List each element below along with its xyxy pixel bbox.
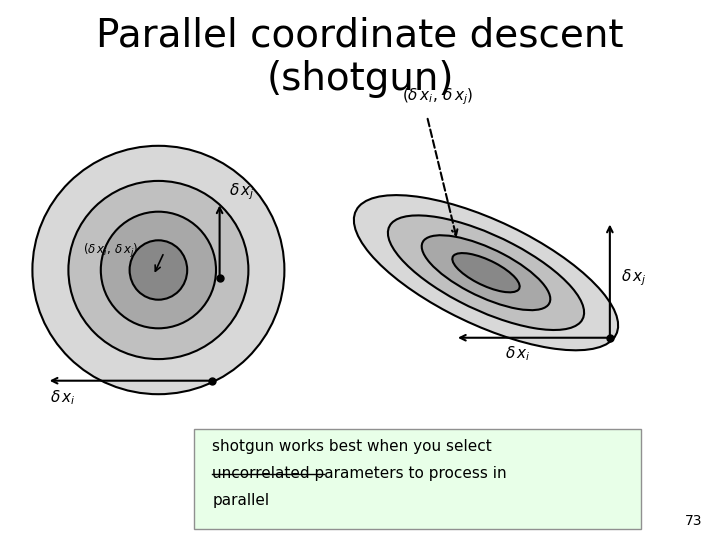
Ellipse shape [422,235,550,310]
Ellipse shape [101,212,216,328]
Ellipse shape [68,181,248,359]
Ellipse shape [32,146,284,394]
FancyBboxPatch shape [194,429,641,529]
Ellipse shape [354,195,618,350]
Ellipse shape [388,215,584,330]
Text: $\delta\, x_j$: $\delta\, x_j$ [621,267,647,288]
Ellipse shape [130,240,187,300]
Text: $\delta\, x_j$: $\delta\, x_j$ [229,181,255,202]
Text: parallel: parallel [212,493,269,508]
Text: uncorrelated parameters to process in: uncorrelated parameters to process in [212,466,507,481]
Ellipse shape [452,253,520,292]
Text: shotgun works best when you select: shotgun works best when you select [212,439,492,454]
Text: 73: 73 [685,514,702,528]
Text: $(\delta\, x_i,\, \delta\, x_j)$: $(\delta\, x_i,\, \delta\, x_j)$ [83,242,138,260]
Text: $\delta\, x_i$: $\delta\, x_i$ [505,345,531,363]
Text: Parallel coordinate descent
(shotgun): Parallel coordinate descent (shotgun) [96,16,624,98]
Text: $\delta\, x_i$: $\delta\, x_i$ [50,388,76,407]
Text: $(\delta\, x_i,\, \delta\, x_j)$: $(\delta\, x_i,\, \delta\, x_j)$ [402,86,473,106]
